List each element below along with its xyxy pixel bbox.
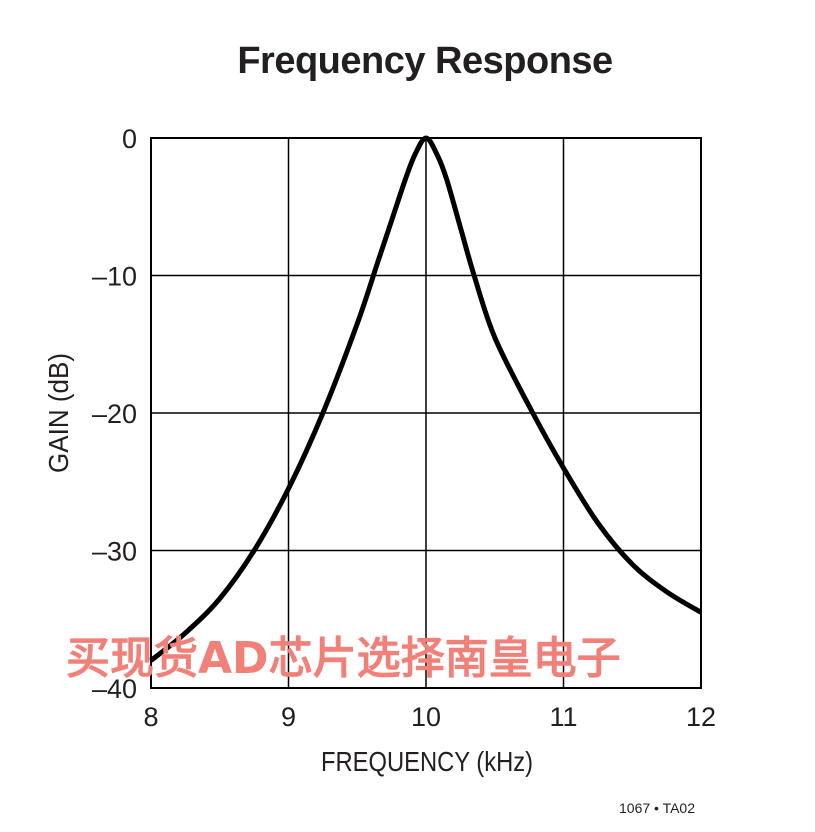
y-tick-label: –20: [92, 399, 137, 429]
x-tick-label: 12: [686, 702, 716, 732]
x-tick-label: 11: [549, 702, 577, 732]
plot-frame: [150, 137, 702, 689]
x-tick-label: 8: [143, 702, 158, 732]
y-tick-label: –10: [92, 262, 137, 292]
x-axis-label: FREQUENCY (kHz): [321, 746, 533, 777]
x-tick-label: 9: [281, 702, 296, 732]
figure-code: 1067 • TA02: [619, 800, 695, 816]
chart-title: Frequency Response: [237, 40, 613, 82]
x-tick-label: 10: [411, 702, 441, 732]
y-tick-label: –30: [92, 537, 137, 567]
y-tick-label: –40: [92, 674, 137, 704]
y-tick-label: 0: [122, 124, 137, 154]
grid-lines: [150, 137, 702, 689]
y-tick-labels: 0 –10 –20 –30 –40: [92, 124, 137, 704]
x-tick-labels: 8 9 10 11 12: [143, 702, 716, 732]
watermark-text: 买现货AD芯片选择南皇电子: [66, 633, 621, 684]
y-axis-label: GAIN (dB): [43, 353, 74, 473]
